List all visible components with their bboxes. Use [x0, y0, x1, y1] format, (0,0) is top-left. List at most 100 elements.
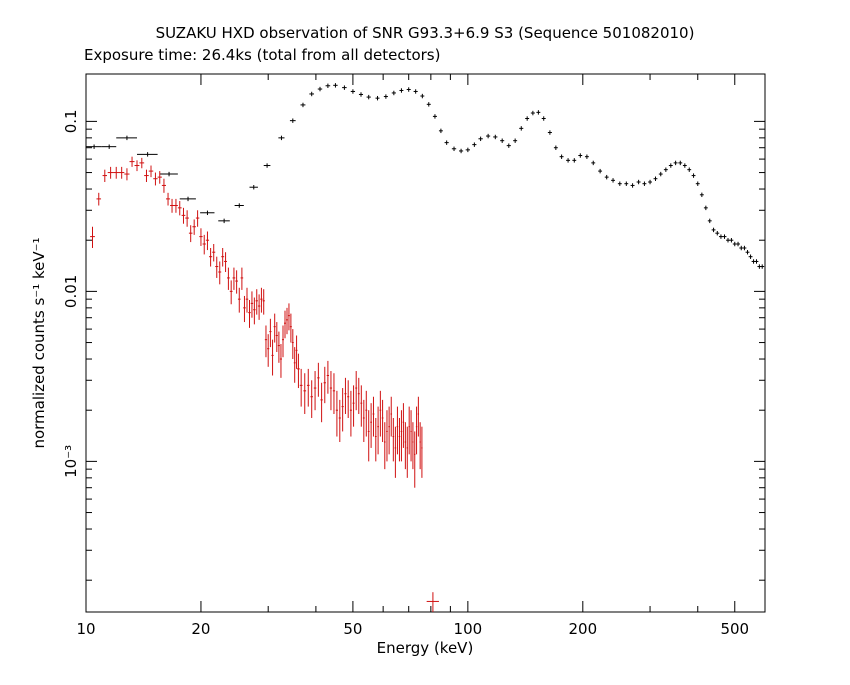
data-point: [338, 399, 341, 443]
data-point: [291, 329, 294, 360]
data-point: [432, 114, 437, 119]
data-point: [179, 196, 196, 202]
data-point: [323, 366, 326, 404]
data-point: [200, 210, 215, 216]
data-point: [139, 157, 145, 169]
data-point: [215, 256, 219, 278]
y-tick-label: 0.01: [62, 275, 80, 308]
data-point: [760, 264, 765, 269]
data-point: [406, 87, 411, 92]
data-point: [90, 226, 95, 248]
data-point: [349, 390, 352, 437]
data-point: [107, 166, 114, 179]
data-point: [478, 136, 483, 142]
data-point: [257, 294, 261, 320]
data-point: [413, 89, 418, 94]
data-point: [355, 371, 358, 411]
data-point: [144, 169, 149, 182]
x-tick-label: 10: [76, 620, 95, 638]
data-point: [279, 344, 282, 378]
data-point: [277, 331, 280, 363]
data-point: [617, 181, 622, 186]
data-point: [188, 225, 193, 243]
data-point: [412, 422, 414, 470]
data-point: [299, 368, 303, 407]
data-point: [372, 396, 375, 437]
data-point: [379, 390, 382, 437]
data-point: [547, 130, 552, 135]
data-point: [229, 280, 233, 305]
data-point: [173, 198, 178, 213]
data-point: [300, 102, 306, 108]
data-point: [273, 313, 276, 343]
data-point: [493, 134, 498, 140]
data-point: [192, 219, 196, 235]
data-point: [398, 417, 401, 462]
data-point: [129, 156, 135, 167]
data-point: [591, 160, 596, 166]
data-point: [519, 126, 524, 131]
data-point: [663, 167, 668, 172]
data-point: [250, 291, 254, 318]
data-point: [264, 325, 268, 358]
data-point: [426, 102, 431, 107]
data-point: [486, 133, 491, 139]
data-point: [383, 422, 386, 470]
data-point: [419, 422, 421, 470]
data-point: [653, 176, 658, 181]
data-point: [370, 403, 372, 448]
data-point: [426, 592, 439, 612]
data-point: [326, 360, 330, 394]
data-point: [366, 94, 371, 100]
data-point: [421, 426, 423, 478]
y-tick-label: 0.1: [62, 109, 80, 133]
data-point: [402, 403, 405, 448]
data-point: [202, 234, 206, 255]
data-point: [578, 153, 583, 158]
data-point: [566, 158, 571, 163]
data-point: [170, 198, 174, 213]
data-point: [240, 267, 244, 290]
data-point: [381, 399, 384, 443]
data-point: [260, 287, 263, 313]
data-point: [148, 165, 154, 178]
chart-title: SUZAKU HXD observation of SNR G93.3+6.9 …: [156, 24, 695, 42]
data-point: [335, 390, 338, 437]
data-point: [234, 203, 244, 208]
data-point: [367, 410, 370, 462]
data-point: [408, 406, 410, 455]
data-point: [195, 210, 200, 227]
data-point: [295, 335, 298, 369]
data-point: [341, 388, 344, 432]
data-point: [754, 259, 759, 264]
data-point: [695, 181, 700, 186]
data-point: [357, 377, 360, 414]
data-point: [237, 287, 241, 313]
x-tick-label: 500: [720, 620, 749, 638]
data-point: [116, 135, 137, 141]
data-point: [748, 254, 753, 259]
data-point: [281, 325, 284, 358]
data-point: [278, 135, 285, 141]
data-point: [253, 297, 256, 325]
data-point: [611, 178, 615, 183]
data-point: [309, 91, 315, 97]
data-point: [166, 192, 171, 206]
data-point: [333, 83, 338, 88]
data-point: [722, 234, 727, 239]
data-point: [352, 385, 355, 427]
data-point: [472, 142, 477, 147]
data-point: [375, 95, 380, 101]
data-point: [249, 185, 258, 190]
data-point: [572, 158, 577, 163]
data-point: [224, 252, 227, 273]
data-point: [410, 410, 412, 462]
x-tick-label: 100: [454, 620, 483, 638]
data-point: [513, 138, 518, 143]
data-point: [525, 116, 530, 121]
x-axis-label: Energy (keV): [377, 639, 474, 657]
data-point: [344, 377, 347, 414]
data-point: [221, 247, 225, 267]
data-point: [289, 118, 296, 123]
